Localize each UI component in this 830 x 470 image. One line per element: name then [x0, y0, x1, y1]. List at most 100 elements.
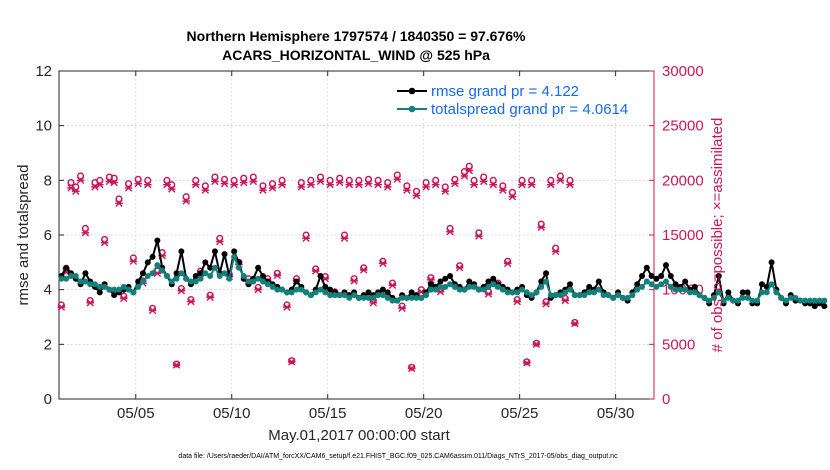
- obs-possible-point-48: [288, 357, 296, 365]
- obs-assimilated-point-56: [326, 181, 334, 189]
- obs-assimilated-point-4: [76, 176, 85, 185]
- obs-possible-point-4: [77, 172, 85, 180]
- x-tick-label-3: 05/20: [405, 405, 443, 422]
- footer-data-file: data file: /Users/raeder/DAI/ATM_forcXX/…: [178, 453, 618, 460]
- series-totalspread-point-64: [365, 294, 372, 301]
- obs-possible-point-66: [374, 176, 382, 184]
- series-totalspread-point-122: [643, 278, 650, 285]
- obs-assimilated-point-8: [95, 181, 104, 189]
- series-totalspread-point-120: [634, 286, 641, 293]
- series-totalspread-point-146: [758, 289, 765, 296]
- obs-assimilated-point-66: [374, 181, 382, 189]
- obs-assimilated-point-85: [465, 166, 474, 175]
- obs-assimilated-point-103: [551, 247, 560, 256]
- x-tick-label-4: 05/25: [501, 405, 539, 422]
- obs-assimilated-point-77: [427, 276, 435, 284]
- series-totalspread-point-42: [259, 278, 266, 285]
- series-totalspread-point-16: [135, 283, 142, 290]
- series-totalspread-point-67: [379, 292, 386, 299]
- obs-assimilated-series: [57, 166, 579, 373]
- series-rmse-point-64: [365, 289, 372, 296]
- series-totalspread-point-60: [346, 294, 353, 301]
- series-rmse-point-143: [744, 289, 751, 296]
- series-rmse-point-122: [643, 264, 650, 271]
- series-totalspread-point-7: [91, 281, 98, 288]
- series-totalspread-point-11: [111, 286, 118, 293]
- series-totalspread-point-93: [504, 289, 511, 296]
- series-totalspread-point-104: [557, 292, 564, 299]
- series-totalspread-point-34: [221, 270, 228, 277]
- series-totalspread-point-110: [586, 289, 593, 296]
- obs-assimilated-point-98: [527, 181, 536, 189]
- obs-possible-point-12: [115, 195, 123, 203]
- obs-possible-point-82: [451, 175, 459, 183]
- series-totalspread-point-123: [648, 281, 655, 288]
- series-rmse-point-159: [821, 303, 828, 310]
- series-totalspread-point-54: [317, 286, 324, 293]
- obs-possible-point-5: [81, 224, 89, 232]
- chart-title-line2: ACARS_HORIZONTAL_WIND @ 525 hPa: [222, 47, 490, 63]
- obs-assimilated-point-3: [71, 187, 80, 195]
- series-rmse-point-16: [135, 278, 142, 285]
- series-totalspread-point-65: [370, 294, 377, 301]
- obs-assimilated-point-80: [441, 187, 450, 195]
- series-rmse-point-100: [538, 278, 545, 285]
- series-totalspread-point-135: [706, 297, 713, 304]
- obs-assimilated-point-26: [182, 197, 190, 205]
- series-totalspread-point-148: [768, 281, 775, 288]
- obs-assimilated-point-14: [124, 184, 133, 192]
- series-totalspread-point-113: [600, 292, 607, 299]
- series-totalspread-point-77: [427, 286, 434, 293]
- obs-possible-point-8: [96, 176, 104, 184]
- series-totalspread-point-30: [202, 270, 209, 277]
- series-totalspread-point-81: [447, 281, 454, 288]
- left-y-axis-ticks: 0 2 4 6 8 10 12: [35, 63, 64, 408]
- series-totalspread-point-70: [394, 297, 401, 304]
- series-totalspread-point-1: [63, 275, 70, 282]
- series-rmse-point-73: [408, 289, 415, 296]
- series-totalspread-point-76: [423, 292, 430, 299]
- obs-assimilated-point-58: [335, 178, 344, 187]
- obs-assimilated-point-24: [172, 361, 181, 369]
- series-rmse-point-1: [63, 264, 70, 271]
- left-y-tick-label-2: 4: [44, 282, 52, 299]
- obs-assimilated-point-61: [350, 277, 358, 285]
- obs-assimilated-point-5: [81, 229, 90, 237]
- series-rmse-point-5: [82, 270, 89, 277]
- obs-possible-point-46: [278, 176, 286, 184]
- series-rmse-point-56: [327, 286, 334, 293]
- obs-possible-point-76: [422, 178, 430, 187]
- series-totalspread-point-73: [408, 294, 415, 301]
- series-totalspread-point-3: [72, 273, 79, 279]
- series-totalspread-point-40: [250, 278, 257, 285]
- obs-possible-point-60: [345, 176, 353, 184]
- obs-assimilated-point-11: [110, 178, 119, 187]
- obs-possible-point-36: [230, 176, 238, 184]
- series-rmse-point-125: [658, 273, 665, 279]
- series-rmse-point-17: [139, 270, 146, 277]
- obs-assimilated-point-23: [167, 185, 176, 193]
- series-totalspread-point-92: [499, 286, 506, 293]
- series-totalspread-point-141: [734, 297, 741, 304]
- obs-possible-point-64: [364, 175, 373, 183]
- series-totalspread-point-39: [245, 278, 252, 285]
- series-totalspread-point-86: [471, 283, 478, 290]
- right-y-axis-label: # of obs: o=possible; ×=assimilated: [709, 118, 726, 353]
- obs-assimilated-point-96: [518, 181, 526, 189]
- series-rmse-point-67: [379, 286, 386, 293]
- left-y-tick-label-5: 10: [35, 118, 52, 135]
- series-totalspread-point-19: [149, 270, 156, 277]
- obs-possible-point-24: [173, 360, 181, 368]
- series-rmse-point-19: [149, 253, 156, 260]
- obs-possible-point-18: [144, 176, 152, 184]
- obs-assimilated-point-60: [345, 181, 354, 189]
- series-totalspread-point-90: [490, 281, 497, 288]
- obs-possible-point-22: [163, 176, 171, 184]
- obs-assimilated-point-48: [287, 358, 296, 366]
- series-totalspread-point-2: [67, 273, 74, 279]
- series-rmse-point-54: [317, 273, 324, 279]
- obs-possible-point-104: [556, 172, 564, 180]
- series-totalspread-point-116: [615, 292, 622, 299]
- series-totalspread-point-94: [509, 289, 516, 296]
- series-totalspread-point-156: [806, 297, 813, 304]
